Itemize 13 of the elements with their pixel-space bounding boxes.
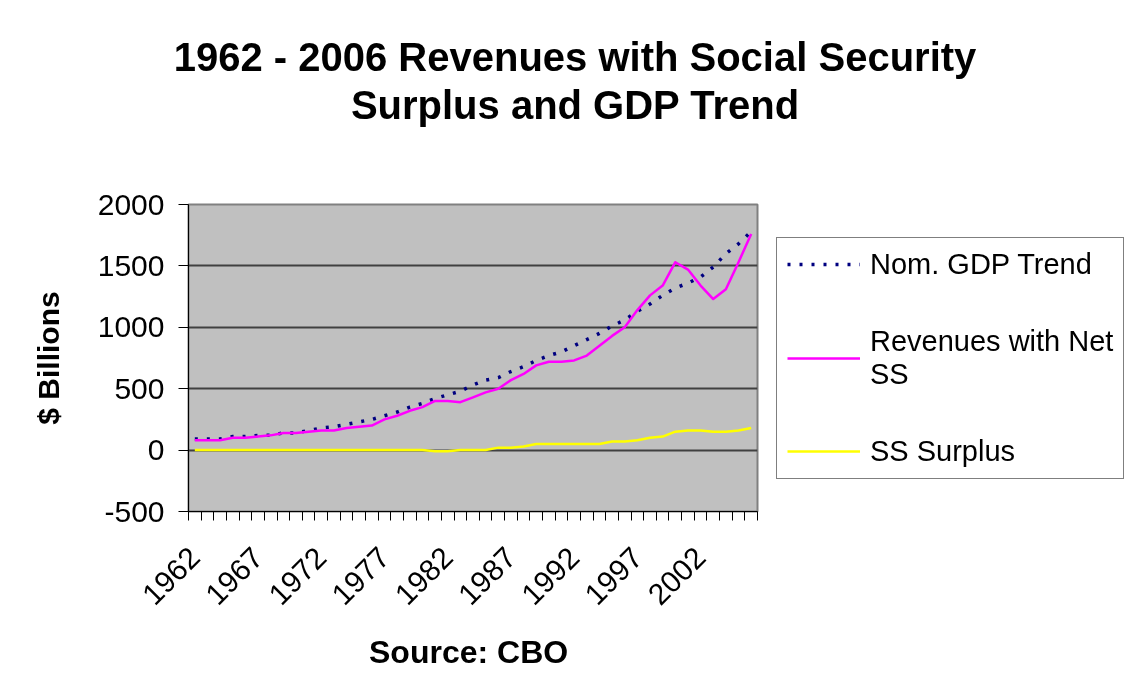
y-tick-label: 1500 [97,248,165,282]
y-tick-label: 1000 [97,310,165,344]
legend-label: Nom. GDP Trend [870,247,1092,281]
legend-label: Revenues with Net SS [870,324,1114,391]
y-tick-label: 2000 [97,187,165,221]
chart-title: 1962 - 2006 Revenues with Social Security Surplus and GDP Trend [172,34,978,129]
y-axis-title: $ Billions [31,291,65,425]
source-note: Source: CBO [368,633,569,670]
legend-label: SS Surplus [870,434,1016,468]
y-tick-label: 0 [147,433,165,467]
line-series [193,426,753,453]
y-tick-label: -500 [104,494,165,528]
y-tick-label: 500 [114,371,165,405]
